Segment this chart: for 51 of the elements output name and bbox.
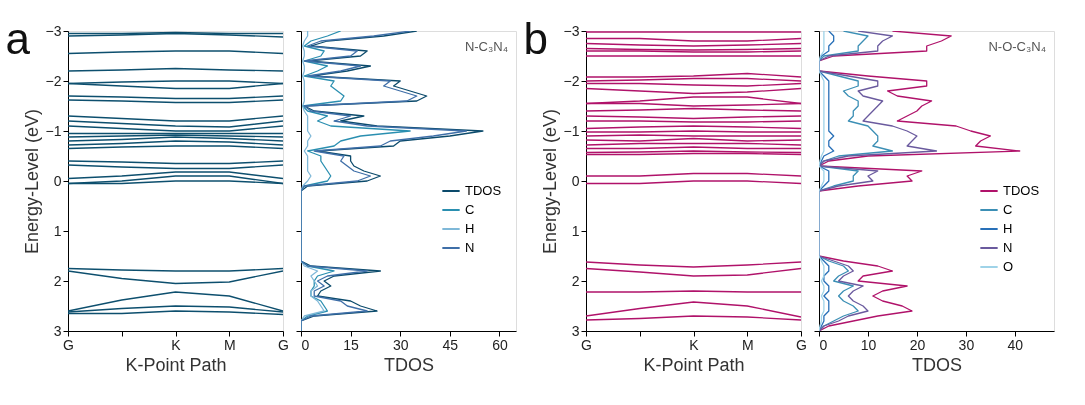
x-tick-label: M (741, 336, 754, 353)
x-tick-label: G (796, 336, 807, 353)
y-axis-title: Energy-Level (eV) (21, 108, 42, 255)
y-axis-title: Energy-Level (eV) (539, 108, 560, 255)
legend-label: C (1003, 202, 1013, 217)
y-tick-label: −2 (563, 72, 580, 89)
y-tick-label: 0 (571, 172, 580, 189)
y-tick-label: 0 (53, 172, 62, 189)
x-tick-label: 0 (301, 336, 310, 353)
legend-label: H (465, 221, 475, 236)
annotation: N-C₃N₄ (464, 39, 508, 54)
x-tick-label: 30 (392, 336, 409, 353)
y-tick-label: 3 (53, 322, 62, 339)
x-axis-title: K-Point Path (125, 354, 227, 375)
y-tick-label: 2 (53, 272, 62, 289)
legend-label: O (1003, 259, 1014, 274)
x-tick-label: 10 (860, 336, 877, 353)
x-tick-label: K (171, 336, 182, 353)
x-axis-title: TDOS (383, 354, 435, 375)
legend-label: TDOS (465, 183, 502, 198)
y-tick-label: 3 (571, 322, 580, 339)
y-tick-label: 1 (571, 222, 580, 239)
legend-label: H (1003, 221, 1013, 236)
y-tick-label: 2 (571, 272, 580, 289)
x-tick-label: G (278, 336, 289, 353)
annotation: N-O-C₃N₄ (988, 39, 1046, 54)
x-tick-label: G (581, 336, 592, 353)
y-tick-label: −3 (563, 22, 580, 39)
x-tick-label: 40 (1007, 336, 1024, 353)
y-tick-label: 1 (53, 222, 62, 239)
legend-label: C (465, 202, 475, 217)
y-tick-label: −2 (45, 72, 62, 89)
y-tick-label: −1 (563, 122, 580, 139)
legend-label: TDOS (1003, 183, 1040, 198)
x-tick-label: K (689, 336, 700, 353)
x-axis-title: TDOS (911, 354, 963, 375)
x-tick-label: 45 (442, 336, 459, 353)
x-tick-label: 20 (909, 336, 926, 353)
x-tick-label: 60 (492, 336, 508, 353)
x-tick-label: 0 (819, 336, 828, 353)
x-tick-label: 30 (958, 336, 975, 353)
text: a (5, 14, 31, 63)
legend-label: N (1003, 240, 1013, 255)
x-axis-title: K-Point Path (643, 354, 745, 375)
x-tick-label: 15 (343, 336, 360, 353)
legend-label: N (465, 240, 475, 255)
text: b (523, 14, 548, 63)
y-tick-label: −1 (45, 122, 62, 139)
y-tick-label: −3 (45, 22, 62, 39)
x-tick-label: G (63, 336, 74, 353)
x-tick-label: M (223, 336, 236, 353)
